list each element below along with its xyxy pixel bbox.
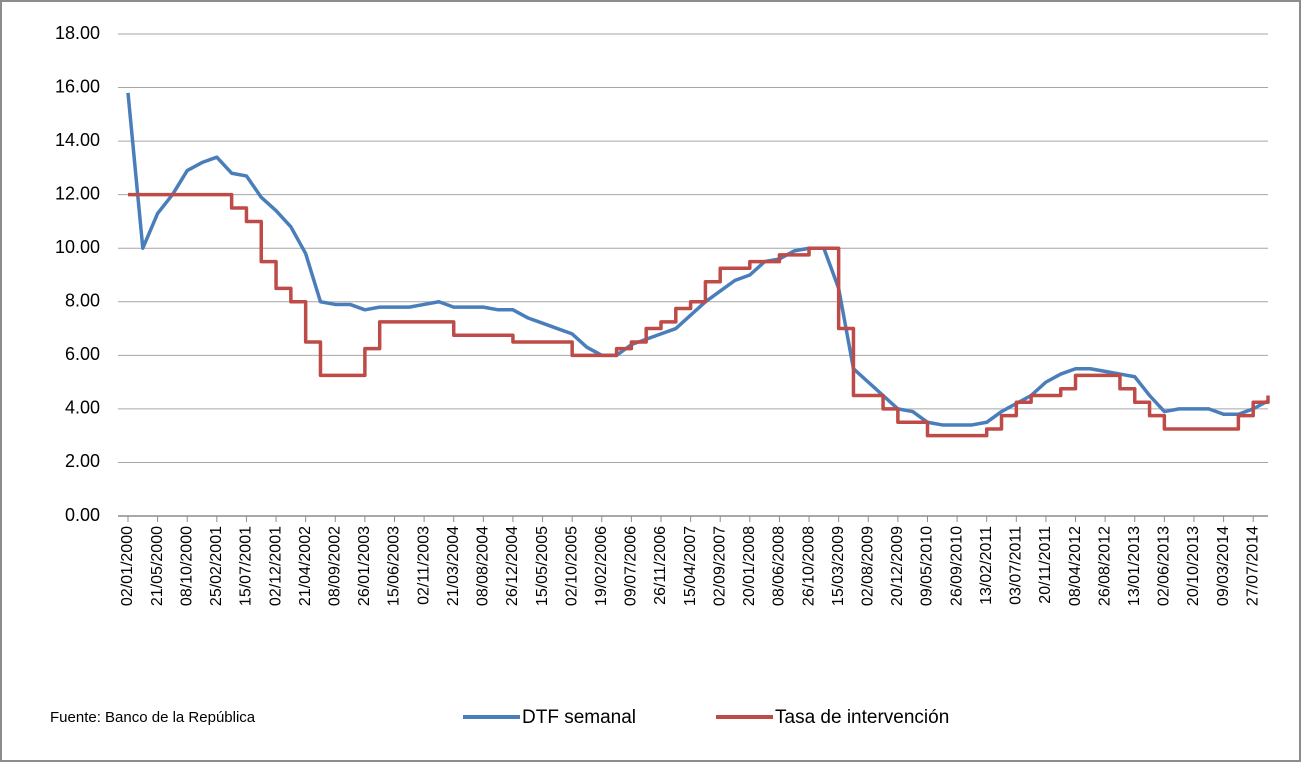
x-tick-label: 21/05/2000 bbox=[149, 526, 166, 606]
source-note: Fuente: Banco de la República bbox=[50, 709, 256, 726]
x-tick-label: 02/01/2000 bbox=[119, 526, 136, 606]
x-tick-label: 02/09/2007 bbox=[711, 526, 728, 606]
x-tick-label: 26/12/2004 bbox=[504, 526, 521, 606]
x-tick-label: 20/12/2009 bbox=[889, 526, 906, 606]
x-tick-label: 26/10/2008 bbox=[800, 526, 817, 606]
x-tick-label: 02/11/2003 bbox=[415, 526, 432, 605]
x-tick-label: 15/07/2001 bbox=[238, 526, 255, 606]
x-tick-label: 27/07/2014 bbox=[1244, 526, 1261, 606]
x-tick-label: 26/08/2012 bbox=[1096, 526, 1113, 606]
y-tick-label: 10.00 bbox=[55, 237, 100, 257]
y-tick-label: 4.00 bbox=[65, 398, 100, 418]
x-tick-label: 08/09/2002 bbox=[326, 526, 343, 606]
x-tick-label: 15/04/2007 bbox=[682, 526, 699, 606]
legend-label: Tasa de intervención bbox=[775, 707, 949, 728]
x-tick-label: 26/11/2006 bbox=[652, 526, 669, 605]
y-tick-label: 0.00 bbox=[65, 505, 100, 525]
y-tick-label: 14.00 bbox=[55, 130, 100, 150]
x-tick-label: 15/06/2003 bbox=[386, 526, 403, 606]
data-line bbox=[126, 92, 1269, 427]
x-tick-label: 02/08/2009 bbox=[859, 526, 876, 606]
y-tick-label: 6.00 bbox=[65, 344, 100, 364]
x-tick-label: 20/01/2008 bbox=[741, 526, 758, 606]
x-tick-label: 02/10/2005 bbox=[563, 526, 580, 606]
x-tick-label: 20/10/2013 bbox=[1185, 526, 1202, 606]
legend-label: DTF semanal bbox=[522, 707, 636, 728]
data-line bbox=[128, 192, 1270, 438]
x-tick-label: 26/09/2010 bbox=[948, 526, 965, 606]
x-tick-label: 13/01/2013 bbox=[1126, 526, 1143, 606]
x-tick-label: 08/04/2012 bbox=[1067, 526, 1084, 606]
y-tick-label: 12.00 bbox=[55, 183, 100, 203]
x-tick-label: 19/02/2006 bbox=[593, 526, 610, 606]
x-tick-label: 09/03/2014 bbox=[1215, 526, 1232, 606]
x-tick-label: 03/07/2011 bbox=[1008, 526, 1025, 605]
x-tick-label: 15/05/2005 bbox=[534, 526, 551, 606]
x-tick-label: 09/05/2010 bbox=[919, 526, 936, 606]
x-tick-label: 15/03/2009 bbox=[830, 526, 847, 606]
y-tick-label: 16.00 bbox=[55, 76, 100, 96]
x-tick-label: 20/11/2011 bbox=[1037, 526, 1054, 604]
x-tick-label: 26/01/2003 bbox=[356, 526, 373, 606]
x-tick-label: 08/08/2004 bbox=[475, 526, 492, 606]
x-tick-label: 21/04/2002 bbox=[297, 526, 314, 606]
x-tick-label: 25/02/2001 bbox=[208, 526, 225, 606]
x-tick-label: 08/06/2008 bbox=[771, 526, 788, 606]
x-tick-label: 08/10/2000 bbox=[178, 526, 195, 606]
y-tick-label: 2.00 bbox=[65, 451, 100, 471]
x-tick-label: 02/06/2013 bbox=[1156, 526, 1173, 606]
x-tick-label: 09/07/2006 bbox=[623, 526, 640, 606]
y-tick-label: 18.00 bbox=[55, 23, 100, 43]
x-tick-label: 13/02/2011 bbox=[978, 526, 995, 605]
x-tick-label: 02/12/2001 bbox=[267, 526, 284, 606]
x-tick-label: 21/03/2004 bbox=[445, 526, 462, 606]
y-tick-label: 8.00 bbox=[65, 291, 100, 311]
